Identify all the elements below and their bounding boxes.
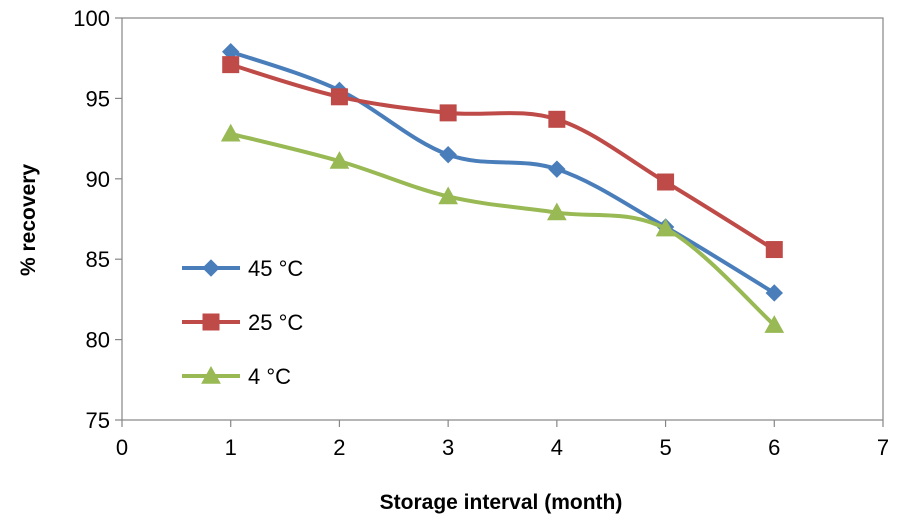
x-tick-label: 5 <box>659 435 671 460</box>
data-point-4-cc <box>547 202 567 221</box>
y-axis-title: % recovery <box>17 164 40 276</box>
y-tick-label: 100 <box>73 6 110 31</box>
x-tick-label: 0 <box>116 435 128 460</box>
x-tick-label: 2 <box>333 435 345 460</box>
legend-label-25-cc: 25 °C <box>248 310 303 335</box>
legend-label-4-cc: 4 °C <box>248 364 291 389</box>
x-tick-label: 6 <box>768 435 780 460</box>
data-point-25-cc <box>548 110 566 128</box>
x-tick-label: 4 <box>551 435 563 460</box>
plot-area-border <box>121 17 884 421</box>
data-point-25-cc <box>330 88 348 106</box>
legend-marker-4-cc <box>201 365 221 384</box>
legend-marker-45-cc <box>202 259 220 277</box>
x-axis-title: Storage interval (month) <box>380 491 623 514</box>
y-tick-label: 80 <box>86 328 110 353</box>
y-tick-label: 85 <box>86 247 110 272</box>
legend-label-45-cc: 45 °C <box>248 256 303 281</box>
series-line-4-cc <box>228 131 777 328</box>
data-point-25-cc <box>222 56 240 74</box>
data-point-25-cc <box>439 104 457 122</box>
series-line-25-cc <box>228 62 777 252</box>
data-point-25-cc <box>657 173 675 191</box>
legend: 45 °C 25 °C 4 °C <box>182 256 303 389</box>
data-point-4-cc <box>655 218 676 237</box>
data-point-4-cc <box>220 123 241 142</box>
data-point-45-cc <box>548 160 566 178</box>
data-point-45-cc <box>439 145 457 164</box>
x-tick-label: 3 <box>442 435 454 460</box>
data-point-25-cc <box>765 241 783 259</box>
x-tick-label: 7 <box>877 435 889 460</box>
data-point-4-cc <box>329 151 350 169</box>
legend-marker-25-cc <box>202 313 220 331</box>
data-point-4-cc <box>438 186 458 205</box>
y-tick-label: 95 <box>86 86 110 111</box>
y-tick-label: 90 <box>86 167 110 192</box>
data-point-4-cc <box>764 315 785 333</box>
axes: 75 80 85 90 95 100 0 1 2 3 4 5 6 7 <box>73 6 889 460</box>
data-point-45-cc <box>765 284 783 302</box>
series-layer <box>220 43 785 333</box>
x-tick-label: 1 <box>225 435 237 460</box>
y-tick-label: 75 <box>86 408 110 433</box>
